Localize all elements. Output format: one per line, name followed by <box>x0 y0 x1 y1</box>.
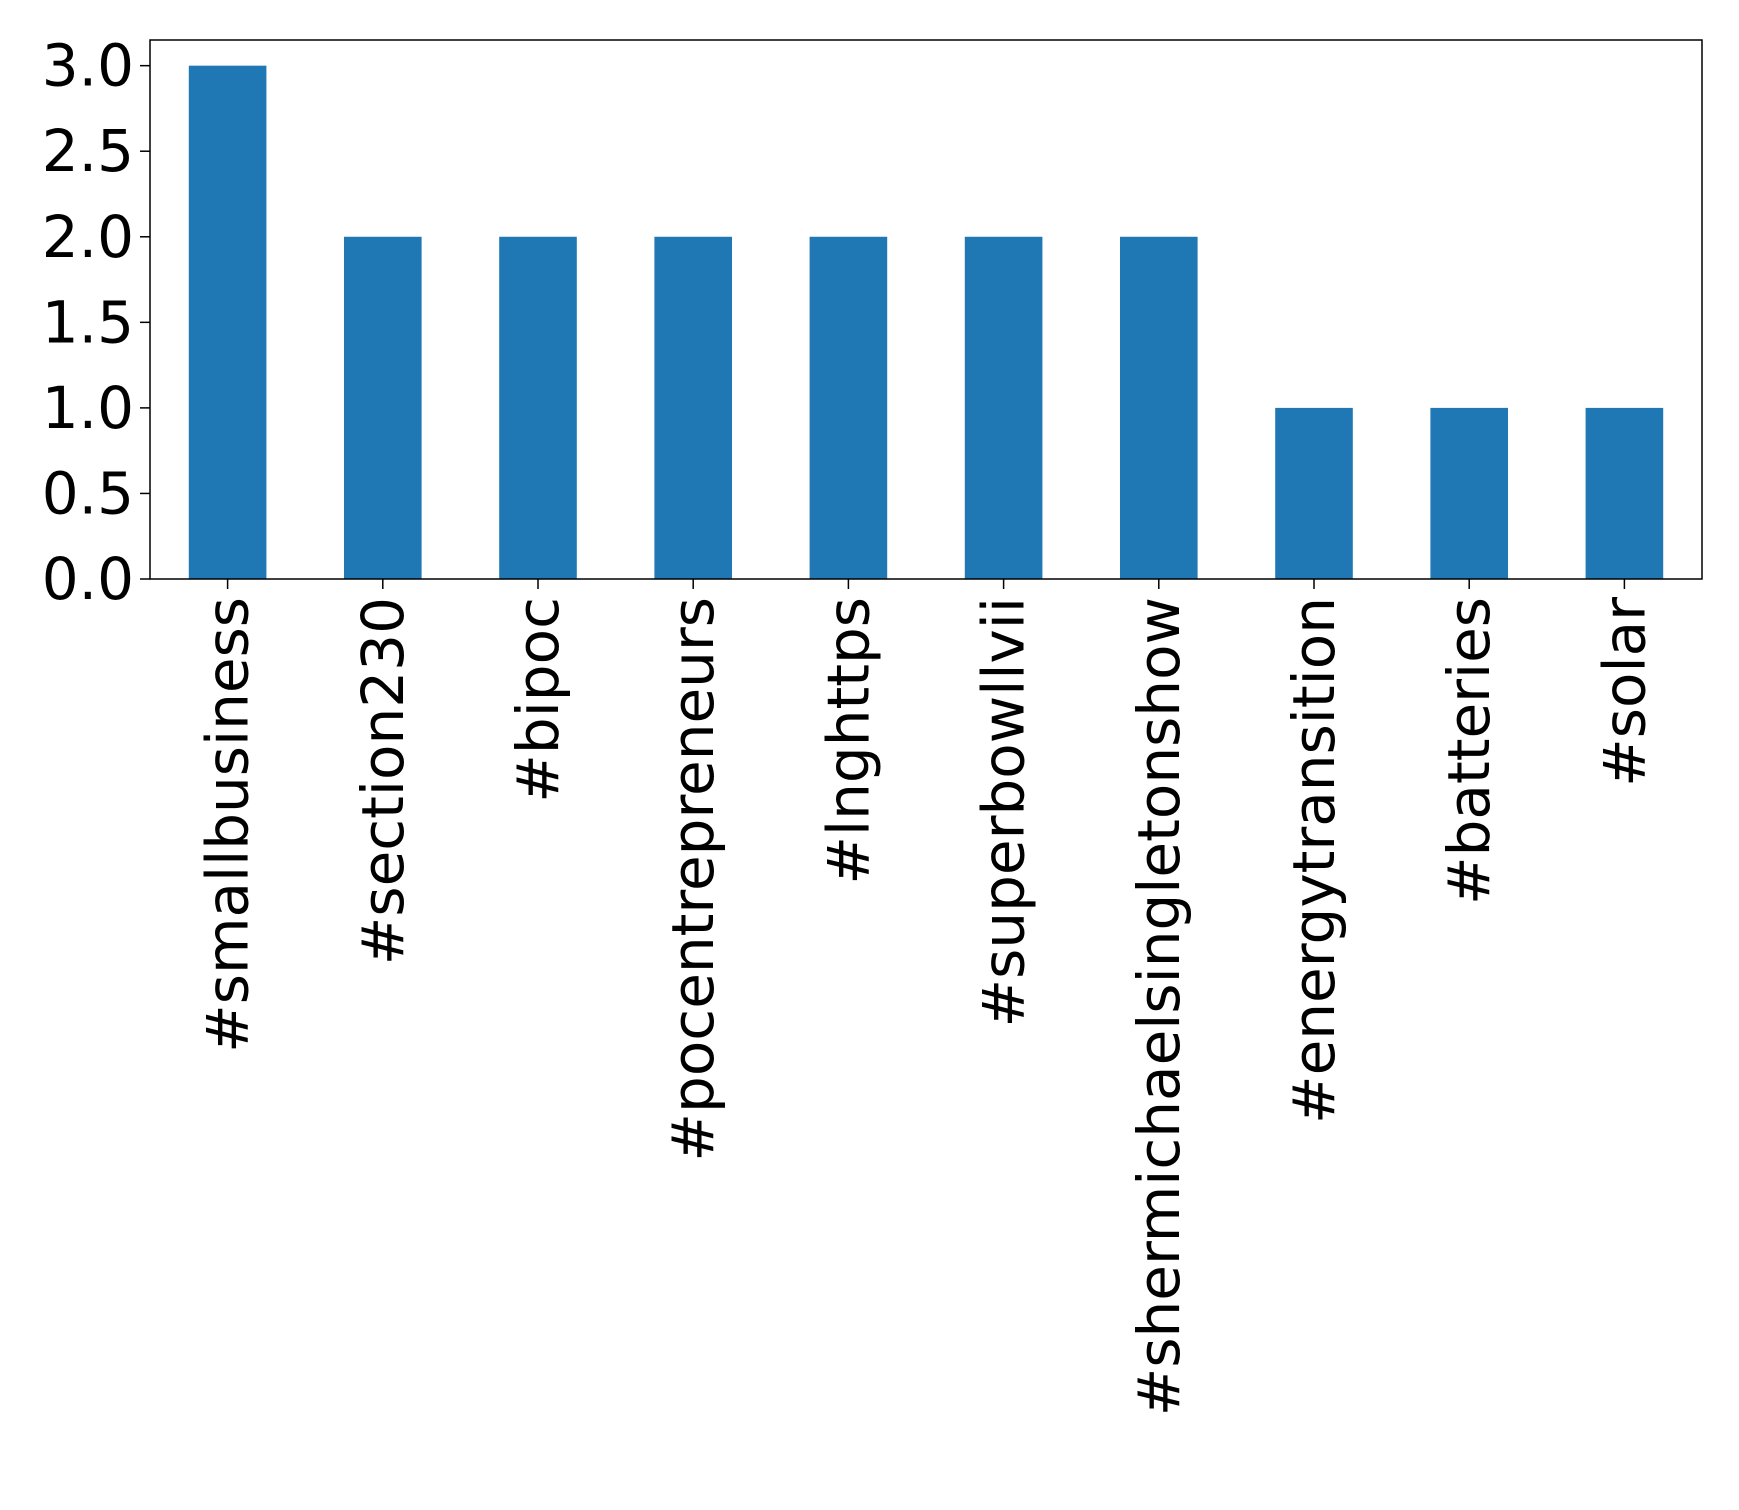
y-axis: 0.0 0.5 1.0 1.5 2.0 2.5 3.0 <box>42 32 150 613</box>
bar-batteries <box>1430 407 1508 579</box>
bar-superbowllvii <box>964 236 1043 579</box>
x-axis: #smallbusiness #section230 #bipoc #pocentre… <box>194 579 1658 1416</box>
y-tick-label: 0.5 <box>42 459 134 527</box>
x-tick-label-solar: #solar <box>1590 597 1658 787</box>
plot-frame <box>149 39 1703 580</box>
bar-shermichaelsingletonshow <box>1120 236 1198 579</box>
y-tick-label: 2.0 <box>42 203 134 271</box>
y-tick-label: 2.5 <box>42 117 134 185</box>
y-tick-label: 0.0 <box>42 545 134 613</box>
y-tick-label: 1.5 <box>42 288 134 356</box>
bar-smallbusiness <box>188 65 267 579</box>
x-tick-label-batteries: #batteries <box>1435 597 1503 905</box>
bar-solar <box>1585 407 1664 579</box>
x-tick-label-pocentrepreneurs: #pocentrepreneurs <box>659 597 727 1162</box>
x-tick-label-superbowllvii: #superbowllvii <box>970 597 1038 1027</box>
bar-energytransition <box>1275 407 1353 579</box>
x-tick-label-shermichaelsingletonshow: #shermichaelsingletonshow <box>1125 597 1193 1416</box>
bar-bipoc <box>499 236 577 579</box>
bar-pocentrepreneurs <box>654 236 732 579</box>
bars-group <box>188 65 1664 579</box>
bar-section230 <box>344 236 422 579</box>
bar-lnghttps <box>809 236 888 579</box>
x-tick-label-lnghttps: #lnghttps <box>814 597 882 885</box>
x-tick-label-section230: #section230 <box>349 597 417 965</box>
x-tick-label-smallbusiness: #smallbusiness <box>194 597 262 1053</box>
x-tick-label-energytransition: #energytransition <box>1280 597 1348 1124</box>
x-tick-label-bipoc: #bipoc <box>504 597 572 803</box>
y-tick-label: 1.0 <box>42 374 134 442</box>
y-tick-label: 3.0 <box>42 32 134 100</box>
